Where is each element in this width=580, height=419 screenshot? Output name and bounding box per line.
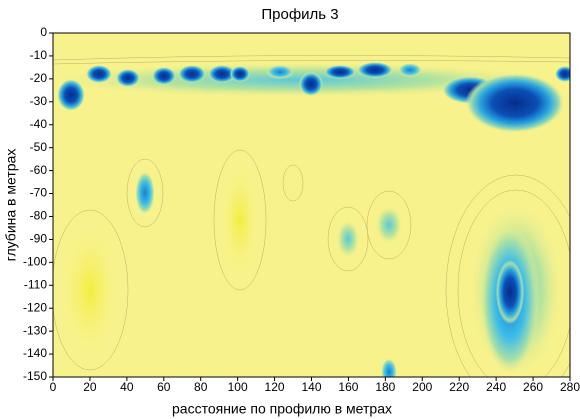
chart-title: Профиль 3 (261, 6, 338, 23)
x-tick-label: 20 (83, 380, 97, 394)
anomaly (324, 65, 356, 79)
x-tick-label: 60 (157, 380, 171, 394)
y-tick-label: -110 (24, 277, 47, 291)
anomaly (116, 69, 140, 87)
x-tick-label: 100 (228, 380, 248, 394)
anomalies (53, 55, 570, 377)
anomaly (465, 73, 565, 133)
y-tick-label: -50 (30, 140, 48, 154)
anomaly (381, 358, 397, 377)
y-tick-label: -40 (30, 117, 48, 131)
x-tick-label: 200 (412, 380, 432, 394)
y-tick-label: -60 (30, 163, 48, 177)
x-tick-label: 0 (50, 380, 57, 394)
x-tick-label: 220 (449, 380, 469, 394)
x-axis-title: расстояние по профилю в метрах (172, 401, 392, 417)
x-tick-label: 260 (523, 380, 543, 394)
y-axis-title: глубина в метрах (3, 149, 19, 262)
anomaly (375, 205, 403, 245)
contour-lines (53, 55, 570, 377)
anomaly (336, 219, 360, 259)
y-tick-label: -130 (23, 323, 47, 337)
y-tick-label: -70 (30, 186, 48, 200)
anomaly (60, 220, 120, 360)
anomaly (57, 79, 85, 111)
anomaly (266, 65, 294, 79)
y-tick-label: -90 (30, 232, 48, 246)
y-tick-label: -150 (23, 369, 47, 383)
x-tick-label: 180 (375, 380, 395, 394)
anomaly (398, 63, 422, 77)
y-tick-label: -30 (30, 94, 48, 108)
anomaly (86, 65, 112, 83)
x-tick-label: 140 (301, 380, 321, 394)
x-tick-label: 240 (486, 380, 506, 394)
y-tick-label: -80 (30, 209, 48, 223)
anomaly (135, 171, 155, 215)
y-tick-label: -120 (23, 300, 47, 314)
y-tick-label: -100 (23, 255, 47, 269)
y-tick-label: -140 (23, 346, 47, 360)
anomaly (178, 65, 206, 83)
anomaly (555, 66, 570, 82)
x-tick-label: 160 (338, 380, 358, 394)
anomaly (357, 62, 393, 78)
x-tick-label: 40 (120, 380, 134, 394)
anomaly (152, 67, 176, 85)
x-tick-label: 80 (194, 380, 208, 394)
anomaly (496, 260, 524, 324)
x-tick-label: 120 (265, 380, 285, 394)
anomaly (220, 160, 260, 280)
x-tick-label: 280 (560, 380, 580, 394)
anomaly (208, 65, 236, 83)
anomaly (299, 72, 323, 96)
y-tick-label: -10 (30, 48, 48, 62)
y-tick-label: -20 (30, 71, 48, 85)
anomaly (230, 66, 250, 82)
y-tick-label: 0 (40, 25, 47, 39)
